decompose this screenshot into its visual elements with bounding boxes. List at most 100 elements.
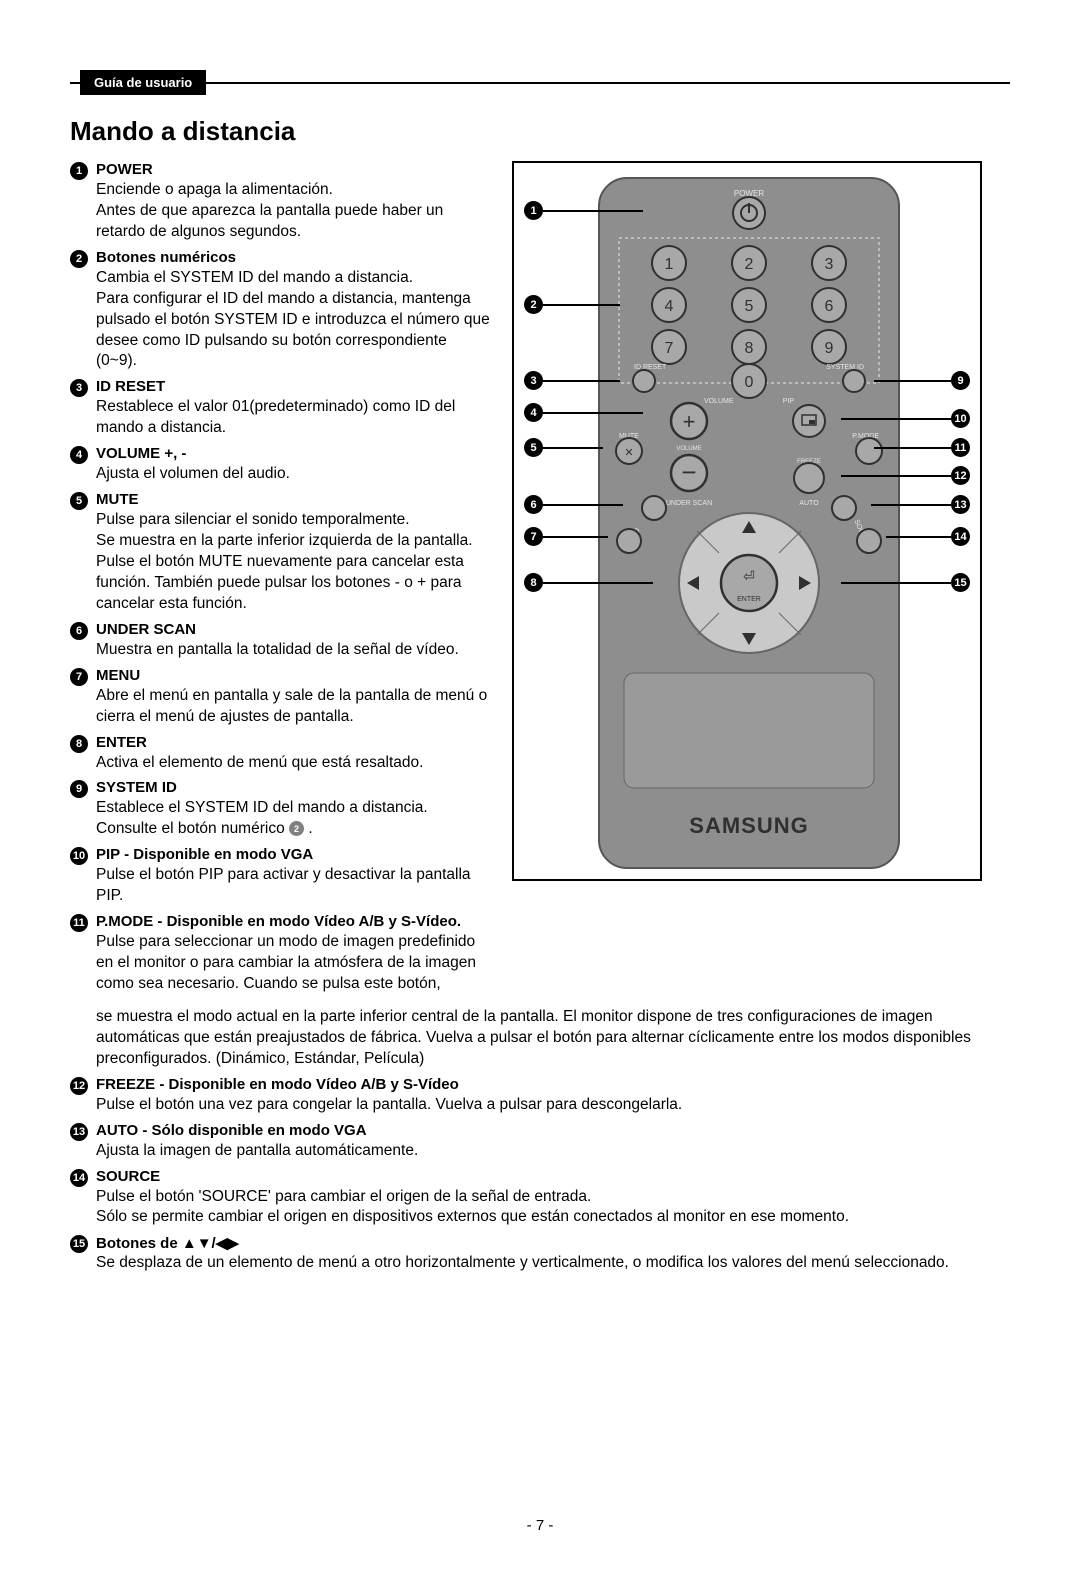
badge-4: 4 xyxy=(70,446,88,464)
item-desc-part1: Pulse para seleccionar un modo de imagen… xyxy=(96,932,490,995)
brand-logo: SAMSUNG xyxy=(689,813,808,838)
item-title: SYSTEM ID xyxy=(96,779,177,796)
badge-8: 8 xyxy=(70,735,88,753)
callout-line xyxy=(543,536,608,538)
item-desc: Abre el menú en pantalla y sale de la pa… xyxy=(96,686,490,728)
item-numeric: 2 Botones numéricos Cambia el SYSTEM ID d… xyxy=(70,249,490,373)
item-desc: Muestra en pantalla la totalidad de la s… xyxy=(96,640,490,661)
badge-7: 7 xyxy=(70,668,88,686)
item-desc: Ajusta la imagen de pantalla automáticam… xyxy=(96,1141,1010,1162)
svg-text:6: 6 xyxy=(825,298,834,315)
diagram-column: 1 2 3 4 5 6 7 8 9 10 11 12 xyxy=(512,161,1010,1001)
item-title: FREEZE - Disponible en modo Vídeo A/B y … xyxy=(96,1076,459,1093)
item-title: ENTER xyxy=(96,734,147,751)
description-column: 1POWER Enciende o apaga la alimentación.… xyxy=(70,161,490,1001)
callout-right-9: 9 xyxy=(951,371,970,390)
svg-text:PIP: PIP xyxy=(783,398,795,405)
page-title: Mando a distancia xyxy=(70,116,1010,147)
callout-line xyxy=(543,304,620,306)
callout-line xyxy=(543,504,623,506)
badge-13: 13 xyxy=(70,1123,88,1141)
numeric-buttons: 1 2 3 4 5 6 7 8 9 xyxy=(652,246,846,364)
full-width-items: se muestra el modo actual en la parte in… xyxy=(70,1007,1010,1274)
callout-line xyxy=(874,380,951,382)
badge-1: 1 xyxy=(70,162,88,180)
badge-3: 3 xyxy=(70,379,88,397)
item-volume: 4VOLUME +, - Ajusta el volumen del audio… xyxy=(70,445,490,485)
callout-left-4: 4 xyxy=(524,403,543,422)
callout-line xyxy=(871,504,951,506)
svg-text:⏎: ⏎ xyxy=(743,568,755,584)
svg-text:ID RESET: ID RESET xyxy=(634,364,667,371)
item-desc: Pulse el botón 'SOURCE' para cambiar el … xyxy=(96,1187,1010,1229)
svg-text:4: 4 xyxy=(665,298,674,315)
badge-6: 6 xyxy=(70,622,88,640)
svg-text:7: 7 xyxy=(665,340,674,357)
item-title: Botones de ▲▼/◀▶ xyxy=(96,1234,239,1252)
svg-text:VOLUME: VOLUME xyxy=(676,446,701,452)
item-title: UNDER SCAN xyxy=(96,621,196,638)
item-desc: Pulse el botón una vez para congelar la … xyxy=(96,1095,1010,1116)
callout-line xyxy=(543,447,603,449)
svg-text:5: 5 xyxy=(745,298,754,315)
callout-line xyxy=(543,380,620,382)
item-arrows: 15 Botones de ▲▼/◀▶ Se desplaza de un el… xyxy=(70,1234,1010,1274)
callout-left-5: 5 xyxy=(524,438,543,457)
arrow-glyphs: ▲▼/◀▶ xyxy=(182,1235,239,1252)
item-desc: Restablece el valor 01(predeterminado) c… xyxy=(96,397,490,439)
header-rule xyxy=(70,82,1010,84)
item-desc: Activa el elemento de menú que está resa… xyxy=(96,753,490,774)
callout-line xyxy=(543,412,643,414)
item-title: MUTE xyxy=(96,491,139,508)
svg-text:2: 2 xyxy=(745,256,754,273)
item-auto: 13 AUTO - Sólo disponible en modo VGA Aju… xyxy=(70,1122,1010,1162)
callout-line xyxy=(874,447,951,449)
callout-left-8: 8 xyxy=(524,573,543,592)
callout-left-2: 2 xyxy=(524,295,543,314)
item-desc: Pulse el botón PIP para activar y desact… xyxy=(96,865,490,907)
item-title: ID RESET xyxy=(96,378,165,395)
item-menu: 7 MENU Abre el menú en pantalla y sale de… xyxy=(70,667,490,728)
svg-text:1: 1 xyxy=(665,256,674,273)
badge-12: 12 xyxy=(70,1077,88,1095)
title-pre: Botones de xyxy=(96,1235,182,1252)
item-id-reset: 3 ID RESET Restablece el valor 01(predete… xyxy=(70,378,490,439)
item-title: MENU xyxy=(96,667,140,684)
item-title: POWER xyxy=(96,161,153,178)
svg-text:✕: ✕ xyxy=(624,447,633,459)
page-number: - 7 - xyxy=(0,1517,1080,1534)
item-title: VOLUME +, - xyxy=(96,445,186,462)
callout-right-15: 15 xyxy=(951,573,970,592)
callout-left-6: 6 xyxy=(524,495,543,514)
callout-right-14: 14 xyxy=(951,527,970,546)
badge-10: 10 xyxy=(70,847,88,865)
remote-diagram: 1 2 3 4 5 6 7 8 9 10 11 12 xyxy=(512,161,982,881)
callout-line xyxy=(841,475,951,477)
svg-text:0: 0 xyxy=(745,374,754,391)
item-desc: Cambia el SYSTEM ID del mando a distanci… xyxy=(96,268,490,373)
item-under-scan: 6 UNDER SCAN Muestra en pantalla la total… xyxy=(70,621,490,661)
badge-9: 9 xyxy=(70,780,88,798)
svg-text:−: − xyxy=(681,457,696,487)
badge-5: 5 xyxy=(70,492,88,510)
callout-right-12: 12 xyxy=(951,466,970,485)
item-title: PIP - Disponible en modo VGA xyxy=(96,846,313,863)
badge-15: 15 xyxy=(70,1235,88,1253)
item-mute: 5MUTE Pulse para silenciar el sonido tem… xyxy=(70,491,490,615)
badge-2: 2 xyxy=(70,250,88,268)
item-title: AUTO - Sólo disponible en modo VGA xyxy=(96,1122,367,1139)
svg-text:+: + xyxy=(683,409,696,434)
callout-left-1: 1 xyxy=(524,201,543,220)
header-tab: Guía de usuario xyxy=(80,70,206,95)
item-title: P.MODE - Disponible en modo Vídeo A/B y … xyxy=(96,913,461,930)
header-bar: Guía de usuario xyxy=(70,70,1010,96)
item-title: SOURCE xyxy=(96,1168,160,1185)
callout-line xyxy=(841,582,951,584)
svg-text:8: 8 xyxy=(745,340,754,357)
callout-left-3: 3 xyxy=(524,371,543,390)
item-title: Botones numéricos xyxy=(96,249,236,266)
svg-text:UNDER SCAN: UNDER SCAN xyxy=(666,500,712,507)
desc-post: . xyxy=(304,820,313,837)
badge-14: 14 xyxy=(70,1169,88,1187)
inline-badge-ref: 2 xyxy=(289,821,304,836)
